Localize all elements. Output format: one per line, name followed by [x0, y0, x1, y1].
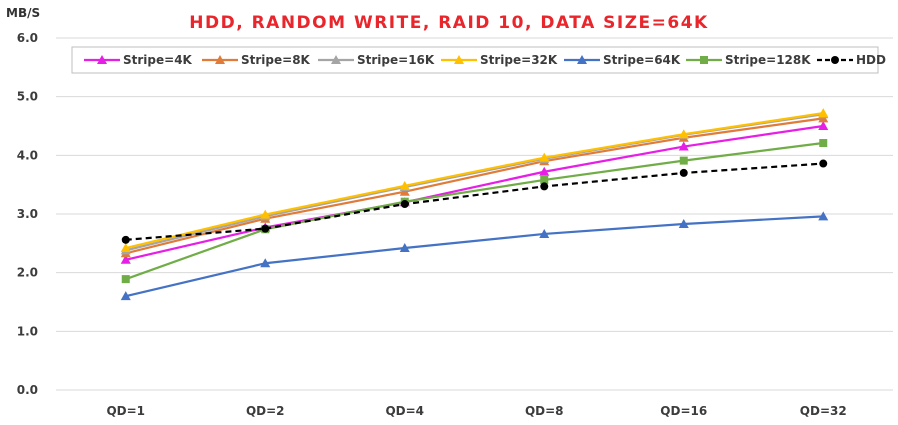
legend-item-stripe-8k: Stripe=8K — [202, 53, 311, 67]
legend-marker — [831, 56, 839, 64]
data-point-stripe-64k — [260, 258, 271, 268]
legend-label: Stripe=64K — [603, 53, 681, 67]
x-tick-label: QD=2 — [246, 404, 285, 418]
x-axis-ticks: QD=1 QD=2 QD=4 QD=8 QD=16 QD=32 — [106, 404, 846, 418]
legend-label: HDD — [856, 53, 886, 67]
data-point-hdd — [121, 235, 130, 244]
data-point-stripe-64k — [818, 211, 829, 221]
y-axis-label: MB/S — [6, 6, 40, 20]
data-point-stripe-32k — [260, 209, 271, 219]
grid-lines — [56, 37, 893, 391]
data-point-stripe-64k — [678, 218, 689, 228]
data-point-stripe-128k — [819, 139, 828, 148]
chart-title: HDD, RANDOM WRITE, RAID 10, DATA SIZE=64… — [189, 13, 708, 33]
series-line-stripe-128k — [125, 141, 824, 281]
legend-label: Stripe=32K — [480, 53, 558, 67]
y-tick-label: 6.0 — [17, 31, 38, 45]
data-point-stripe-32k — [678, 129, 689, 139]
legend-label: Stripe=16K — [357, 53, 435, 67]
y-tick-label: 1.0 — [17, 324, 38, 338]
data-point-hdd — [261, 224, 270, 233]
legend-marker — [331, 55, 341, 64]
data-point-stripe-4k — [678, 141, 689, 151]
legend-marker — [454, 55, 464, 64]
legend-item-stripe-64k: Stripe=64K — [564, 53, 681, 67]
data-point-stripe-4k — [539, 166, 550, 176]
series-line-stripe-16k — [125, 113, 824, 252]
y-axis-ticks: 0.0 1.0 2.0 3.0 4.0 5.0 6.0 — [17, 31, 38, 397]
data-point-stripe-32k — [399, 180, 410, 190]
data-point-stripe-8k — [399, 186, 410, 196]
x-tick-label: QD=32 — [800, 404, 847, 418]
y-tick-label: 2.0 — [17, 266, 38, 280]
data-point-stripe-64k — [539, 228, 550, 238]
data-point-hdd — [540, 182, 549, 191]
series-hdd — [121, 159, 828, 244]
legend-item-hdd: HDD — [817, 53, 886, 67]
series-stripe-32k — [120, 108, 829, 253]
data-point-stripe-32k — [120, 243, 131, 253]
x-tick-label: QD=4 — [385, 404, 424, 418]
series-stripe-128k — [121, 139, 828, 284]
series-line-hdd — [125, 162, 824, 241]
legend-item-stripe-16k: Stripe=16K — [318, 53, 435, 67]
legend-item-stripe-32k: Stripe=32K — [441, 53, 558, 67]
x-tick-label: QD=8 — [525, 404, 564, 418]
legend-label: Stripe=8K — [241, 53, 311, 67]
legend-marker — [97, 55, 107, 64]
legend-marker — [215, 55, 225, 64]
data-point-stripe-64k — [120, 291, 131, 301]
data-point-hdd — [400, 200, 409, 209]
legend-label: Stripe=128K — [725, 53, 811, 67]
legend-item-stripe-128k: Stripe=128K — [686, 53, 811, 67]
series-lines — [120, 108, 829, 301]
y-tick-label: 4.0 — [17, 148, 38, 162]
data-point-hdd — [679, 168, 688, 177]
series-stripe-64k — [120, 211, 829, 301]
data-point-stripe-128k — [679, 156, 688, 165]
legend-marker — [700, 56, 708, 64]
legend-marker — [577, 55, 587, 64]
series-line-stripe-32k — [125, 112, 824, 250]
data-point-stripe-128k — [121, 275, 130, 284]
y-tick-label: 3.0 — [17, 207, 38, 221]
data-point-stripe-128k — [540, 175, 549, 184]
data-point-stripe-32k — [818, 108, 829, 118]
legend: Stripe=4K Stripe=8K Stripe=16K Stripe=32K St… — [71, 46, 886, 74]
series-line-stripe-8k — [125, 117, 824, 255]
series-line-stripe-64k — [125, 215, 824, 298]
legend-label: Stripe=4K — [123, 53, 193, 67]
data-point-stripe-32k — [539, 152, 550, 162]
series-line-stripe-4k — [125, 124, 824, 261]
y-tick-label: 0.0 — [17, 383, 38, 397]
data-point-stripe-4k — [818, 121, 829, 130]
data-point-stripe-64k — [399, 243, 410, 253]
data-point-hdd — [819, 159, 828, 168]
legend-item-stripe-4k: Stripe=4K — [84, 53, 193, 67]
y-tick-label: 5.0 — [17, 90, 38, 104]
x-tick-label: QD=1 — [106, 404, 145, 418]
data-point-stripe-4k — [120, 254, 131, 264]
x-tick-label: QD=16 — [660, 404, 707, 418]
